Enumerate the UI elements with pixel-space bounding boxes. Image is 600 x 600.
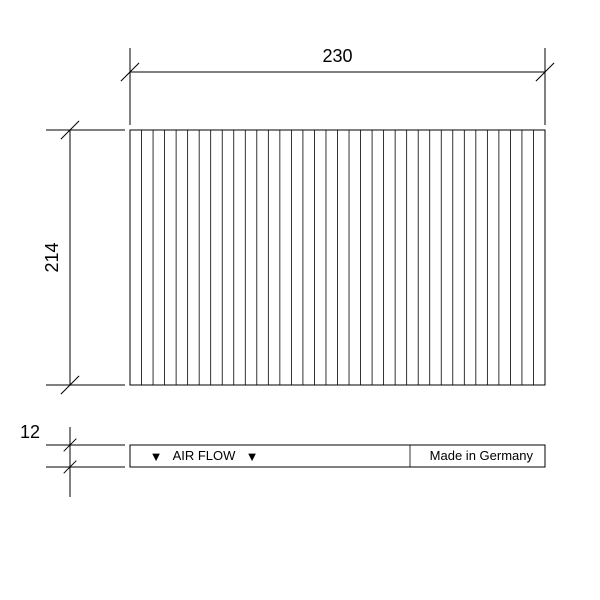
dimension-width: 230 — [121, 46, 554, 125]
airflow-label: ▼ AIR FLOW ▼ — [150, 448, 259, 464]
airflow-arrow-icon: ▼ — [246, 449, 259, 464]
dimension-height: 214 — [42, 121, 125, 394]
dimension-height-value: 214 — [42, 242, 62, 272]
dimension-thickness: 12 — [20, 422, 125, 497]
technical-drawing: ▼ AIR FLOW ▼ Made in Germany 230 214 12 — [0, 0, 600, 600]
pleated-panel — [130, 130, 545, 385]
dimension-width-value: 230 — [322, 46, 352, 66]
side-strip: ▼ AIR FLOW ▼ Made in Germany — [130, 445, 545, 467]
made-in-label: Made in Germany — [430, 448, 534, 463]
airflow-text: AIR FLOW — [173, 448, 237, 463]
dimension-thickness-value: 12 — [20, 422, 40, 442]
airflow-arrow-icon: ▼ — [150, 449, 163, 464]
